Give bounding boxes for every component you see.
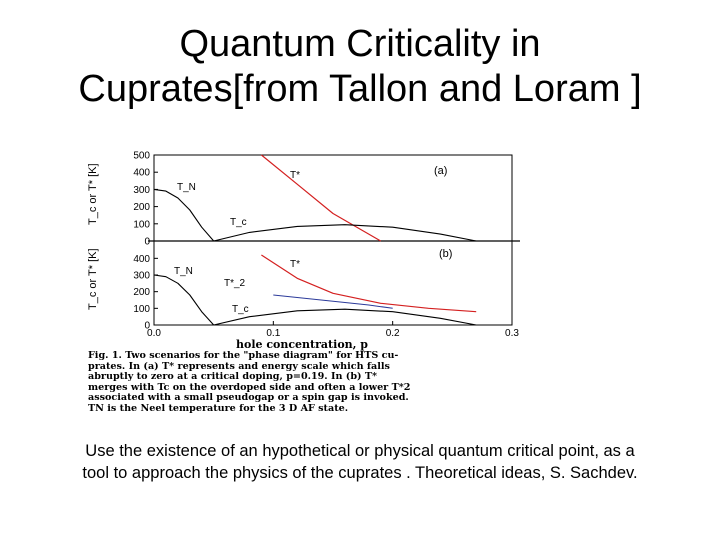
label-tn-bottom: T_N <box>174 266 193 277</box>
series-line-t_c <box>213 224 477 242</box>
body-line-1: Use the existence of an hypothetical or … <box>85 442 635 460</box>
x-tick-label: 0.0 <box>147 328 161 339</box>
y-tick-label: 100 <box>133 219 150 230</box>
title-line-2: Cuprates[from Tallon and Loram ] <box>78 68 642 110</box>
y-tick-label: 300 <box>133 271 150 282</box>
label-tc-bottom: T_c <box>232 304 249 315</box>
panel-label-b: (b) <box>439 248 452 260</box>
body-line-2: tool to approach the physics of the cupr… <box>82 464 638 482</box>
phase-diagram-figure: T_c or T* [K] T_c or T* [K] (a) (b) T_N … <box>82 150 522 420</box>
slide-title: Quantum Criticality in Cuprates[from Tal… <box>0 22 720 112</box>
slide-body-text: Use the existence of an hypothetical or … <box>0 440 720 484</box>
y-tick-label: 200 <box>133 287 150 298</box>
x-tick-label: 0.2 <box>386 328 400 339</box>
caption-line-2: prates. In (a) T* represents and energy … <box>88 360 390 372</box>
y-tick-label: 0 <box>144 321 150 332</box>
caption-line-3: abruptly to zero at a critical doping, p… <box>88 371 378 383</box>
plot-frame <box>153 154 513 326</box>
label-tc-top: T_c <box>230 217 247 228</box>
series-line-t_n <box>153 188 215 242</box>
series-line-t_c <box>213 308 477 326</box>
y-tick-label: 200 <box>133 202 150 213</box>
y-tick-label: 500 <box>133 151 150 162</box>
series-line-tstar_2 <box>273 294 393 309</box>
x-tick-label: 0.1 <box>266 328 280 339</box>
y-tick-label: 300 <box>133 185 150 196</box>
figure-caption: Fig. 1. Two scenarios for the "phase dia… <box>88 350 518 415</box>
label-tstar-top: T* <box>290 170 300 181</box>
label-tstar-bottom: T* <box>290 259 300 270</box>
label-tstar2-bottom: T*_2 <box>224 278 246 289</box>
caption-line-6: TN is the Neel temperature for the 3 D A… <box>88 402 349 414</box>
phase-diagram-chart: T_c or T* [K] T_c or T* [K] (a) (b) T_N … <box>87 151 520 339</box>
caption-line-1: Fig. 1. Two scenarios for the "phase dia… <box>88 350 399 361</box>
series-line-tstar <box>261 254 477 313</box>
title-line-1: Quantum Criticality in <box>179 23 541 65</box>
y-axis-label-top: T_c or T* [K] <box>87 163 99 225</box>
label-tn-top: T_N <box>177 182 196 193</box>
series-line-tstar <box>261 154 381 242</box>
caption-line-5: associated with a small pseudogap or a s… <box>88 392 409 404</box>
x-axis-label: hole concentration, p <box>235 338 369 351</box>
caption-line-4: merges with Tc on the overdoped side and… <box>88 381 411 393</box>
y-tick-label: 100 <box>133 304 150 315</box>
panel-label-a: (a) <box>434 165 447 177</box>
y-tick-label: 400 <box>133 168 150 179</box>
y-tick-label: 400 <box>133 254 150 265</box>
y-tick-label: 0 <box>144 237 150 248</box>
series-line-t_n <box>153 274 215 326</box>
y-axis-label-bottom: T_c or T* [K] <box>87 248 99 310</box>
x-tick-label: 0.3 <box>505 328 519 339</box>
